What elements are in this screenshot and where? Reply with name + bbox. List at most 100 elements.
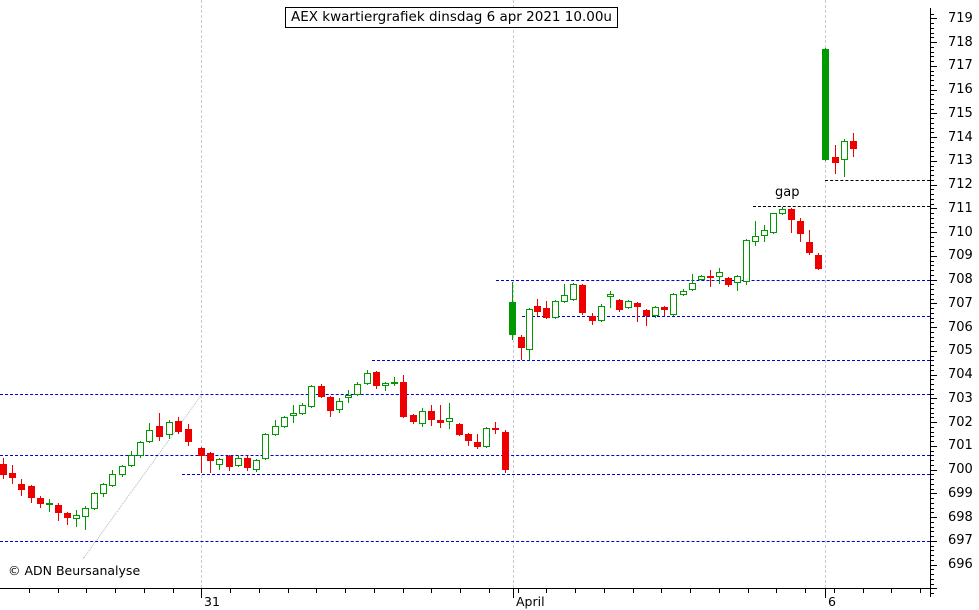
y-axis-minor-tick xyxy=(930,265,934,267)
candle-body-up xyxy=(821,49,829,160)
y-axis-major-tick xyxy=(930,422,937,423)
y-axis-minor-tick xyxy=(930,194,934,195)
y-axis-minor-tick xyxy=(930,379,934,381)
candle-body-up xyxy=(697,275,705,280)
y-axis-minor-tick xyxy=(930,393,934,395)
y-axis-minor-tick xyxy=(930,526,934,528)
day-separator-line xyxy=(201,0,202,588)
x-axis-minor-tick xyxy=(862,588,864,593)
candle-body-down xyxy=(225,456,233,468)
y-axis-minor-tick xyxy=(930,198,934,200)
candle-body-down xyxy=(473,442,481,447)
y-axis-major-tick xyxy=(930,232,937,233)
x-axis-label: 31 xyxy=(204,594,220,609)
candle-body-up xyxy=(307,386,315,407)
candle-body-up xyxy=(733,275,741,284)
x-axis-minor-tick xyxy=(833,588,835,593)
candle-body-up xyxy=(252,460,260,470)
candle-body-up xyxy=(751,235,759,242)
candle-body-down xyxy=(831,157,839,164)
y-axis-major-tick xyxy=(930,517,937,518)
support-resistance-line xyxy=(372,360,930,362)
candle-body-up xyxy=(234,457,242,466)
support-resistance-line xyxy=(182,474,930,476)
candle-body-up xyxy=(840,140,848,160)
y-axis-label: 699 xyxy=(948,485,973,501)
y-axis-label: 706 xyxy=(948,319,973,335)
candle-body-up xyxy=(569,284,577,300)
y-axis-minor-tick xyxy=(930,23,934,24)
candle-body-down xyxy=(455,424,463,436)
candle-body-down xyxy=(54,505,62,514)
x-axis-minor-tick xyxy=(805,588,806,593)
candle-body-down xyxy=(796,221,804,235)
candle-body-down xyxy=(633,303,641,307)
y-axis-minor-tick xyxy=(930,189,934,191)
candle-body-up xyxy=(261,433,269,459)
candle-wick-up xyxy=(84,506,86,531)
x-axis-minor-tick xyxy=(287,588,289,593)
candle-body-up xyxy=(99,483,107,495)
y-axis-label: 701 xyxy=(948,438,973,454)
candle-body-down xyxy=(27,486,35,498)
candle-body-up xyxy=(418,411,426,425)
candle-body-down xyxy=(372,372,380,387)
gap-boundary-line xyxy=(753,205,930,207)
x-axis-minor-tick xyxy=(575,588,576,593)
candle-body-up xyxy=(715,272,723,278)
day-separator-line xyxy=(513,0,514,588)
y-axis-label: 713 xyxy=(948,153,973,169)
y-axis-minor-tick xyxy=(930,132,934,134)
candle-body-down xyxy=(464,433,472,441)
x-axis-minor-tick xyxy=(115,588,116,593)
candle-body-up xyxy=(597,305,605,322)
y-axis-minor-tick xyxy=(930,550,934,552)
candle-body-up xyxy=(624,300,632,308)
candle-body-up xyxy=(215,458,223,465)
candle-body-up xyxy=(81,507,89,517)
y-axis-minor-tick xyxy=(930,61,934,62)
candle-body-down xyxy=(501,431,509,470)
y-axis-minor-tick xyxy=(930,512,934,514)
y-axis-label: 703 xyxy=(948,390,973,406)
y-axis-major-tick xyxy=(930,137,937,138)
y-axis-minor-tick xyxy=(930,369,934,371)
y-axis-minor-tick xyxy=(930,360,934,362)
candle-body-down xyxy=(660,306,668,311)
y-axis-minor-tick xyxy=(930,384,934,385)
candle-body-up xyxy=(508,302,516,336)
y-axis-minor-tick xyxy=(930,251,934,252)
candle-wick-down xyxy=(200,446,202,474)
y-axis-minor-tick xyxy=(930,455,934,457)
candle-body-up xyxy=(344,394,352,399)
x-axis-day-tick xyxy=(513,588,514,598)
candle-wick-down xyxy=(66,512,68,526)
y-axis-minor-tick xyxy=(930,412,934,414)
y-axis-minor-tick xyxy=(930,583,934,585)
candle-body-up xyxy=(606,293,614,298)
y-axis-minor-tick xyxy=(930,341,934,343)
y-axis-minor-tick xyxy=(930,479,934,480)
x-axis-day-tick xyxy=(201,588,202,598)
candle-wick-up xyxy=(754,221,756,247)
trendline xyxy=(83,396,201,559)
candle-wick-up xyxy=(563,284,565,304)
candle-body-up xyxy=(136,442,144,457)
y-axis-minor-tick xyxy=(930,403,934,404)
y-axis-label: 697 xyxy=(948,533,973,549)
support-resistance-line xyxy=(0,393,930,395)
candle-body-up xyxy=(760,229,768,236)
candle-body-up xyxy=(118,465,126,476)
x-axis-minor-tick xyxy=(603,588,605,593)
y-axis-major-tick xyxy=(930,588,937,590)
support-resistance-line xyxy=(522,316,930,318)
y-axis-minor-tick xyxy=(930,165,934,167)
y-axis-label: 709 xyxy=(948,248,973,264)
candle-body-up xyxy=(679,291,687,295)
candle-body-down xyxy=(243,457,251,469)
candle-body-down xyxy=(155,425,163,438)
y-axis-minor-tick xyxy=(930,308,934,309)
y-axis-label: 719 xyxy=(948,10,973,26)
y-axis-minor-tick xyxy=(930,99,934,100)
y-axis-major-tick xyxy=(930,89,937,91)
